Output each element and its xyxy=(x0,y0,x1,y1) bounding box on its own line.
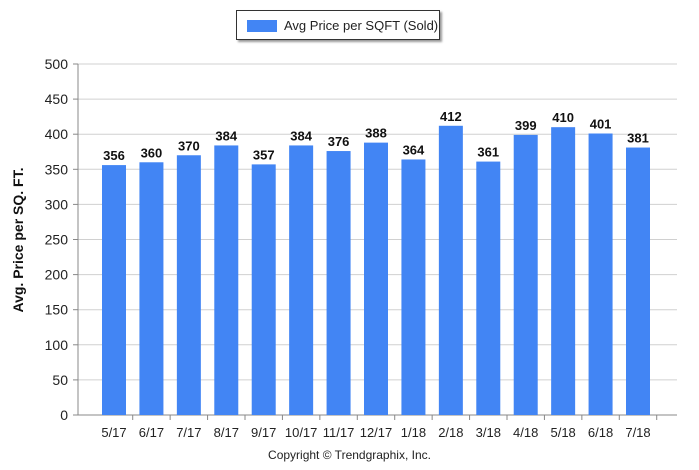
bars xyxy=(102,125,650,416)
bar-1/18 xyxy=(401,159,426,415)
x-tick-label: 10/17 xyxy=(285,425,318,440)
data-label: 388 xyxy=(365,126,387,141)
copyright-footer: Copyright © Trendgraphix, Inc. xyxy=(268,448,431,462)
x-tick-label: 6/17 xyxy=(139,425,164,440)
bar-7/17 xyxy=(176,155,201,415)
y-tick-label: 250 xyxy=(45,232,69,248)
y-tick-label: 100 xyxy=(45,337,69,353)
x-tick-label: 1/18 xyxy=(401,425,426,440)
data-label: 412 xyxy=(440,109,462,124)
data-label: 360 xyxy=(141,145,163,160)
data-label: 401 xyxy=(590,116,612,131)
x-tick-label: 7/18 xyxy=(625,425,650,440)
bar-11/17 xyxy=(326,151,351,415)
data-label: 376 xyxy=(328,134,350,149)
data-labels: 356 360 370 384 357 384 376 388 364 412 361 399 410 4… xyxy=(103,109,649,163)
bar-9/17 xyxy=(251,164,276,415)
data-label: 364 xyxy=(403,142,425,157)
y-tick-label: 450 xyxy=(45,91,69,107)
y-tick-labels: 0 50 100 150 200 250 300 350 400 450 500 xyxy=(45,56,69,423)
x-tick-label: 7/17 xyxy=(176,425,201,440)
bar-5/17 xyxy=(102,165,126,415)
data-label: 384 xyxy=(290,128,312,143)
y-tick-label: 350 xyxy=(45,161,69,177)
bar-6/18 xyxy=(588,133,613,416)
bar-5/18 xyxy=(551,127,576,416)
y-axis-label: Avg. Price per SQ. FT. xyxy=(10,167,26,313)
bar-2/18 xyxy=(438,125,463,415)
data-label: 384 xyxy=(215,128,237,143)
y-tick-label: 200 xyxy=(45,267,69,283)
legend-swatch xyxy=(247,20,277,32)
data-label: 357 xyxy=(253,147,275,162)
legend: Avg Price per SQFT (Sold) xyxy=(236,10,440,40)
bar-7/18 xyxy=(626,147,650,415)
y-tick-label: 300 xyxy=(45,196,69,212)
x-tick-label: 5/18 xyxy=(550,425,575,440)
x-tick-label: 6/18 xyxy=(588,425,613,440)
x-tick-label: 4/18 xyxy=(513,425,538,440)
x-tick-label: 5/17 xyxy=(101,425,126,440)
bar-10/17 xyxy=(289,145,314,415)
data-label: 410 xyxy=(552,110,574,125)
bar-12/17 xyxy=(364,142,388,415)
data-label: 370 xyxy=(178,138,200,153)
x-tick-label: 3/18 xyxy=(476,425,501,440)
x-tick-labels: 5/17 6/17 7/17 8/17 9/17 10/17 11/17 12/17 1/18 2… xyxy=(101,425,650,440)
data-label: 356 xyxy=(103,148,125,163)
y-tick-label: 400 xyxy=(45,126,69,142)
x-tick-label: 12/17 xyxy=(360,425,393,440)
y-tick-label: 0 xyxy=(60,407,68,423)
x-tick-label: 8/17 xyxy=(214,425,239,440)
data-label: 381 xyxy=(627,131,649,146)
bar-3/18 xyxy=(476,161,501,415)
legend-label: Avg Price per SQFT (Sold) xyxy=(284,18,439,33)
bar-6/17 xyxy=(139,162,164,415)
x-tick-label: 2/18 xyxy=(438,425,463,440)
y-tick-label: 50 xyxy=(52,372,68,388)
y-tick-label: 150 xyxy=(45,302,69,318)
x-tick-label: 11/17 xyxy=(323,425,355,440)
data-label: 361 xyxy=(477,145,499,160)
data-label: 399 xyxy=(515,118,537,133)
bar-8/17 xyxy=(214,145,239,415)
y-tick-label: 500 xyxy=(45,56,69,72)
x-tick-label: 9/17 xyxy=(251,425,276,440)
bar-4/18 xyxy=(513,134,538,416)
